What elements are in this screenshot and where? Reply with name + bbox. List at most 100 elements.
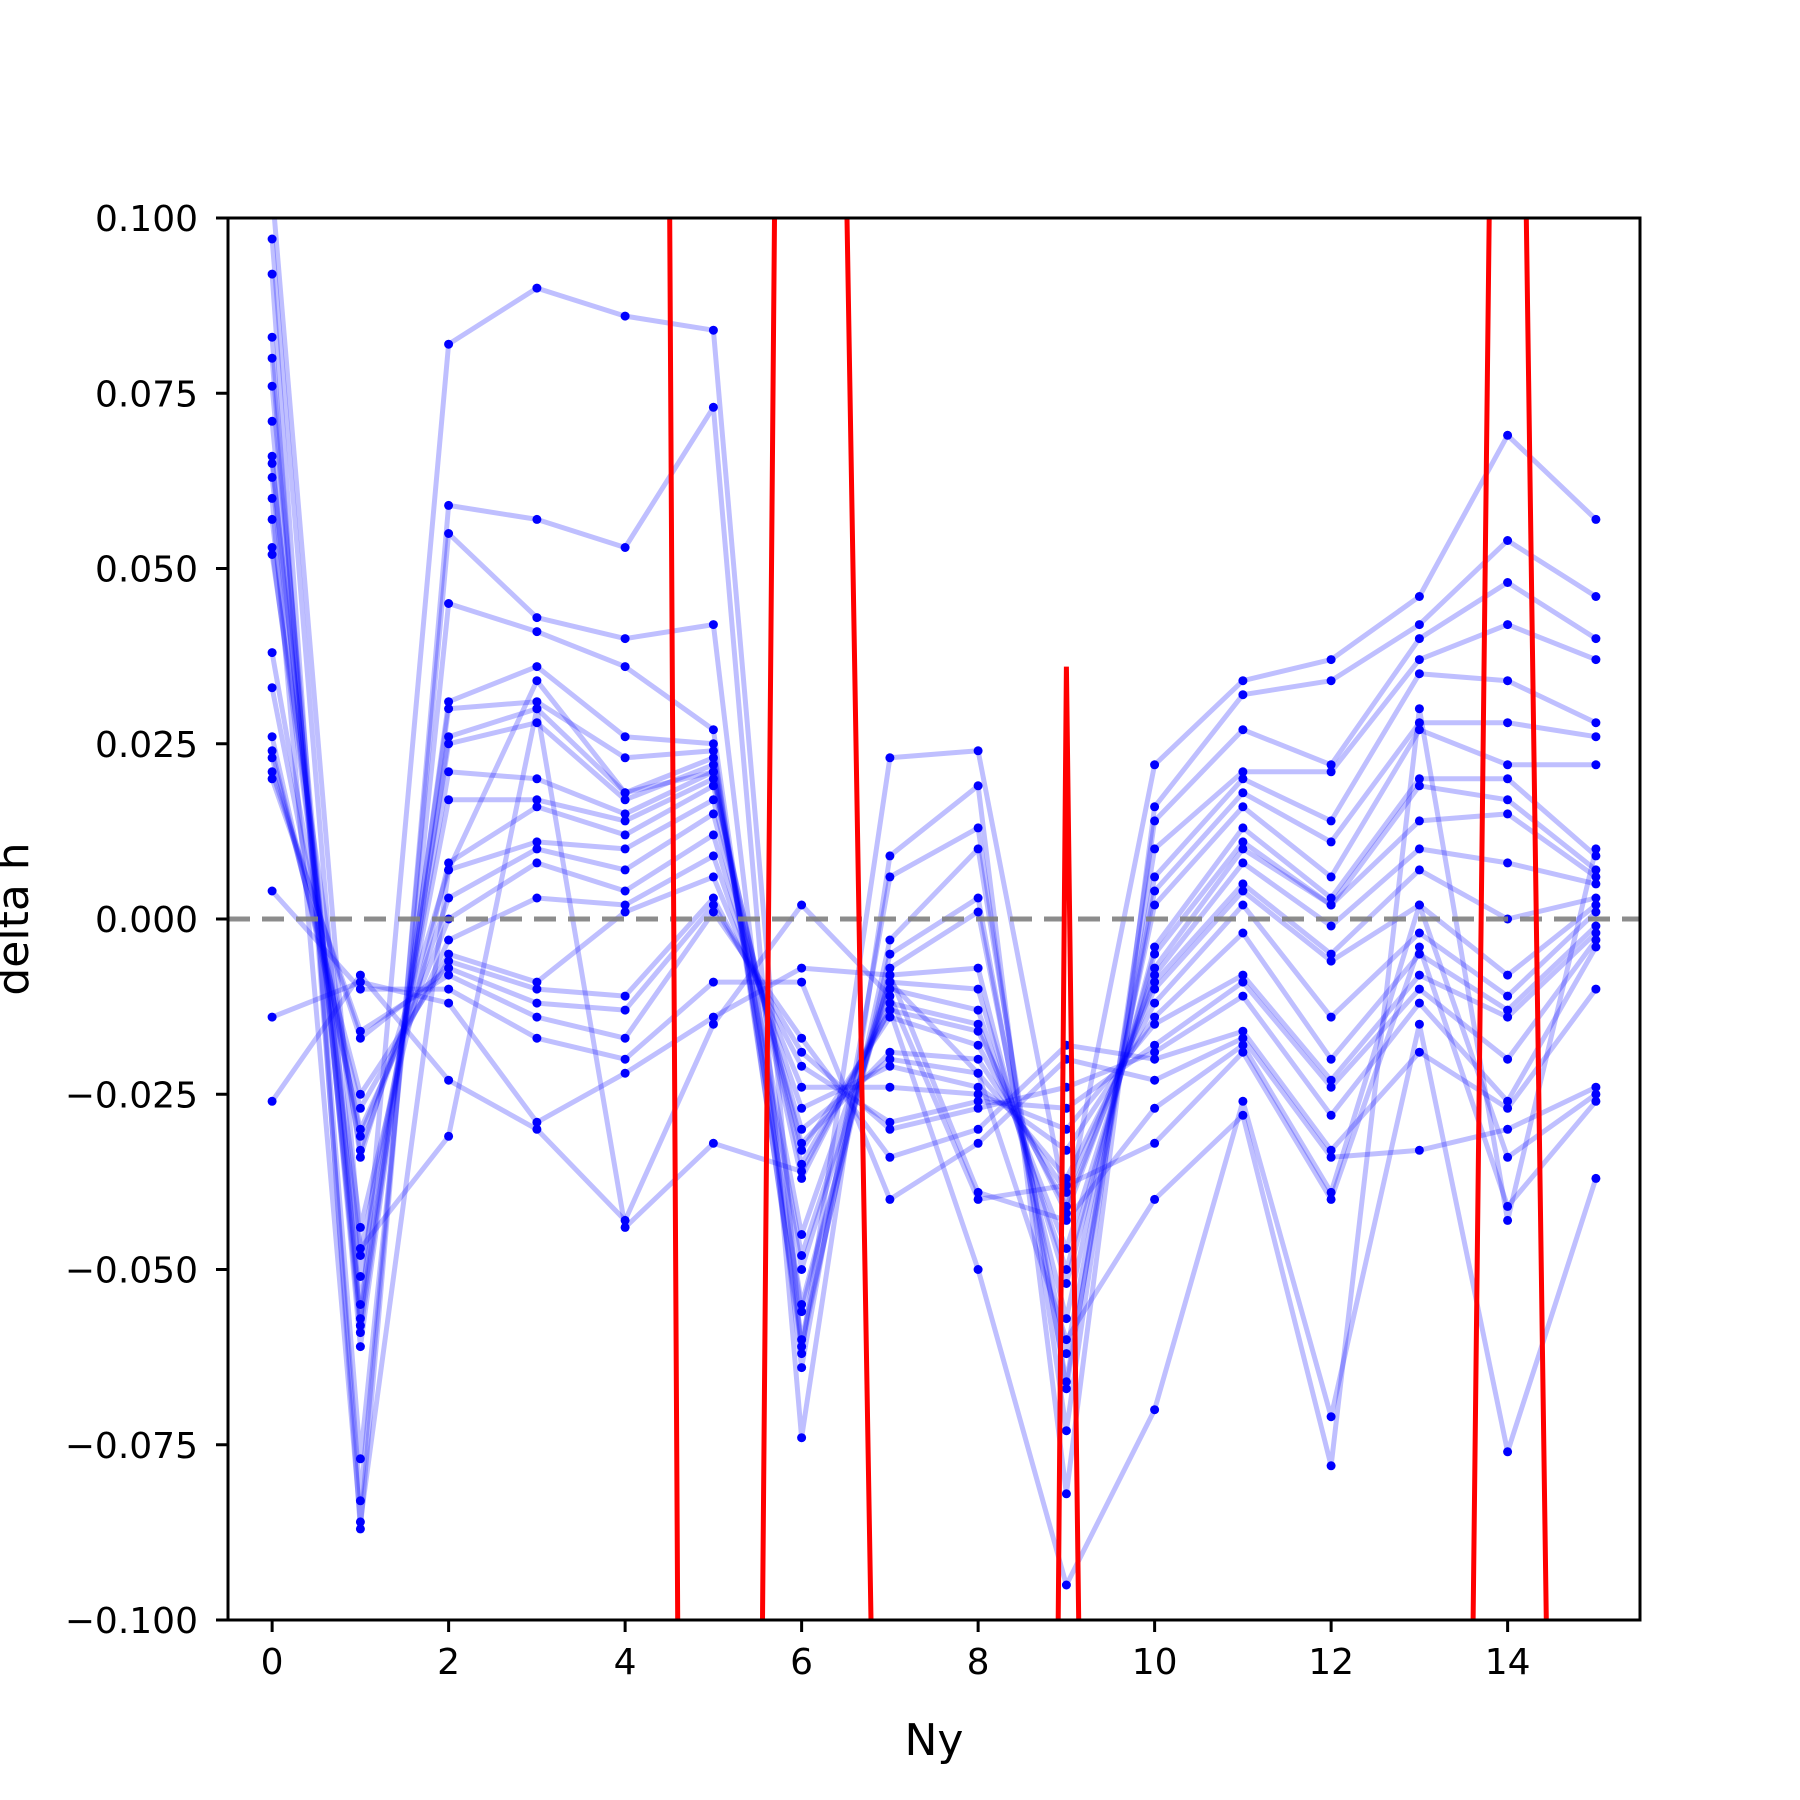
data-point: [1326, 816, 1336, 826]
data-point: [444, 998, 454, 1008]
data-point: [620, 543, 630, 552]
series-21: [267, 900, 1601, 1225]
data-point: [708, 872, 718, 882]
data-point: [532, 613, 542, 623]
data-point: [1414, 970, 1424, 980]
data-point: [444, 697, 454, 707]
data-point: [355, 1321, 365, 1331]
data-point: [797, 1342, 807, 1352]
data-point: [444, 1075, 454, 1085]
data-point: [620, 1005, 630, 1015]
y-tick-label: −0.025: [65, 1075, 198, 1116]
x-tick-label: 0: [261, 1642, 284, 1683]
data-point: [267, 332, 277, 342]
series-line: [269, 337, 1598, 1504]
data-point: [973, 1265, 983, 1274]
data-point: [1326, 1412, 1336, 1422]
data-point: [797, 1307, 807, 1317]
data-point: [267, 550, 277, 559]
data-point: [1326, 1110, 1336, 1120]
data-point: [973, 1082, 983, 1092]
data-point: [1326, 956, 1336, 966]
data-point: [1326, 760, 1336, 770]
data-point: [1414, 774, 1424, 784]
data-point: [1150, 984, 1160, 994]
data-point: [1150, 886, 1160, 896]
data-point: [1503, 1012, 1513, 1022]
data-point: [797, 1433, 807, 1443]
data-point: [1238, 970, 1248, 980]
data-point: [532, 627, 542, 637]
data-point: [1591, 1173, 1601, 1183]
data-point: [1061, 1349, 1071, 1359]
data-point: [1238, 977, 1248, 987]
data-point: [532, 977, 542, 987]
data-point: [1414, 655, 1424, 665]
series-line: [269, 757, 1598, 1125]
data-point: [1326, 676, 1336, 686]
data-point: [355, 970, 365, 980]
data-point: [973, 1040, 983, 1050]
data-point: [1591, 718, 1601, 728]
data-point: [708, 1019, 718, 1029]
y-tick-label: −0.050: [65, 1251, 198, 1292]
data-point: [708, 620, 718, 630]
data-point: [1150, 1047, 1160, 1057]
data-point: [1150, 872, 1160, 882]
data-point: [355, 1454, 365, 1464]
data-point: [267, 451, 277, 461]
data-point: [973, 1005, 983, 1015]
data-point: [1238, 823, 1248, 833]
data-point: [1326, 1461, 1336, 1471]
data-point: [620, 900, 630, 910]
data-point: [532, 676, 542, 686]
data-point: [797, 977, 807, 987]
data-point: [708, 851, 718, 861]
data-point: [620, 991, 630, 1001]
data-point: [1150, 1075, 1160, 1085]
data-point: [267, 1012, 277, 1022]
series-line: [269, 385, 1597, 1385]
data-point: [444, 949, 454, 959]
data-point: [1503, 970, 1513, 980]
data-point: [1591, 844, 1601, 854]
y-axis-title: delta h: [0, 842, 39, 995]
data-point: [1238, 767, 1248, 777]
data-point: [267, 269, 277, 279]
data-point: [1238, 774, 1248, 784]
data-point: [1238, 928, 1248, 938]
data-point: [1414, 928, 1424, 938]
data-point: [267, 381, 277, 391]
data-point: [1591, 732, 1601, 742]
data-point: [1503, 991, 1513, 1001]
data-point: [1150, 1194, 1160, 1204]
data-point: [444, 1131, 454, 1141]
data-point: [885, 1194, 895, 1204]
data-point: [1414, 865, 1424, 875]
data-point: [1238, 802, 1248, 812]
data-point: [797, 900, 807, 910]
data-point: [797, 1251, 807, 1260]
data-point: [1150, 1054, 1160, 1064]
data-point: [1503, 1152, 1513, 1162]
data-point: [1591, 928, 1601, 938]
data-point: [267, 648, 277, 658]
data-point: [973, 1019, 983, 1029]
x-axis-title: Ny: [905, 1715, 964, 1766]
data-point: [1503, 1215, 1513, 1225]
y-tick-label: −0.075: [65, 1426, 198, 1467]
data-point: [1503, 809, 1513, 819]
data-point: [1061, 1384, 1071, 1394]
data-point: [1238, 1040, 1248, 1050]
data-point: [1150, 1040, 1160, 1050]
data-point: [1061, 1377, 1071, 1387]
data-point: [1238, 1047, 1248, 1057]
data-point: [1503, 774, 1513, 784]
data-point: [620, 816, 630, 826]
series-3: [267, 332, 1601, 1506]
data-point: [355, 1026, 365, 1036]
data-point: [973, 1068, 983, 1078]
data-point: [973, 1194, 983, 1204]
data-point: [708, 402, 718, 412]
x-tick-label: 6: [790, 1642, 813, 1683]
